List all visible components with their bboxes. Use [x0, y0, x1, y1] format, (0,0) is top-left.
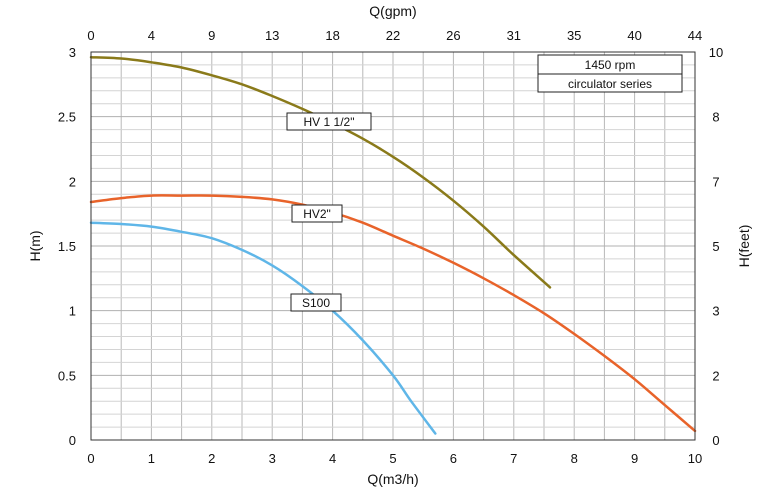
top-tick-label: 40	[627, 28, 641, 43]
legend-box: 1450 rpm circulator series	[537, 54, 683, 93]
right-tick-label: 5	[712, 239, 719, 254]
top-tick-label: 26	[446, 28, 460, 43]
y-axis-title: H(m)	[27, 230, 43, 261]
callout-box	[286, 112, 372, 131]
series-line-2	[89, 221, 437, 435]
x-tick-label: 6	[450, 451, 457, 466]
legend-rpm: 1450 rpm	[585, 58, 636, 72]
y-tick-label: 2	[69, 174, 76, 189]
top-tick-label: 4	[148, 28, 155, 43]
right-tick-label: 7	[712, 174, 719, 189]
x-tick-label: 9	[631, 451, 638, 466]
callout-label: HV 1 1/2"	[304, 115, 355, 129]
x-tick-label: 3	[269, 451, 276, 466]
y-tick-label: 0	[69, 433, 76, 448]
legend-series: circulator series	[568, 77, 652, 91]
callout-label: HV2"	[303, 207, 331, 221]
plot-frame	[90, 51, 696, 441]
callout-label: S100	[302, 296, 330, 310]
x-axis-ticks: 0 1 2 3 4 5 6 7 8 9 10	[87, 451, 702, 466]
top-tick-label: 0	[87, 28, 94, 43]
y-axis-ticks: 0 0.5 1 1.5 2 2.5 3	[58, 45, 76, 448]
y-tick-label: 3	[69, 45, 76, 60]
top-tick-label: 44	[688, 28, 702, 43]
right-tick-label: 2	[712, 368, 719, 383]
x-tick-label: 8	[571, 451, 578, 466]
top-axis-title: Q(gpm)	[369, 3, 416, 19]
top-tick-label: 22	[386, 28, 400, 43]
x-tick-label: 0	[87, 451, 94, 466]
right-axis-ticks: 0 2 3 5 7 8 10	[709, 45, 723, 448]
x-tick-label: 5	[389, 451, 396, 466]
callout-0: HV 1 1/2"	[286, 112, 372, 131]
y-tick-label: 1.5	[58, 239, 76, 254]
top-tick-label: 9	[208, 28, 215, 43]
series-line-1	[89, 194, 697, 433]
top-tick-label: 18	[325, 28, 339, 43]
x-tick-label: 10	[688, 451, 702, 466]
y-tick-label: 0.5	[58, 368, 76, 383]
x-tick-label: 1	[148, 451, 155, 466]
x-axis-title: Q(m3/h)	[367, 471, 418, 487]
x-tick-label: 4	[329, 451, 336, 466]
series-callouts: HV 1 1/2" HV2" S100	[286, 112, 372, 312]
y-tick-label: 1	[69, 304, 76, 319]
x-tick-label: 7	[510, 451, 517, 466]
callout-box	[290, 293, 342, 312]
callout-box	[291, 204, 343, 223]
top-tick-label: 13	[265, 28, 279, 43]
right-axis-title: H(feet)	[736, 225, 752, 268]
callout-1: HV2"	[291, 204, 343, 223]
y-tick-label: 2.5	[58, 110, 76, 125]
callout-2: S100	[290, 293, 342, 312]
grid	[91, 52, 695, 440]
top-axis-ticks: 0 4 9 13 18 22 26 31 35 40 44	[87, 28, 702, 43]
top-tick-label: 35	[567, 28, 581, 43]
right-tick-label: 3	[712, 304, 719, 319]
x-tick-label: 2	[208, 451, 215, 466]
right-tick-label: 0	[712, 433, 719, 448]
right-tick-label: 10	[709, 45, 723, 60]
right-tick-label: 8	[712, 110, 719, 125]
top-tick-label: 31	[507, 28, 521, 43]
